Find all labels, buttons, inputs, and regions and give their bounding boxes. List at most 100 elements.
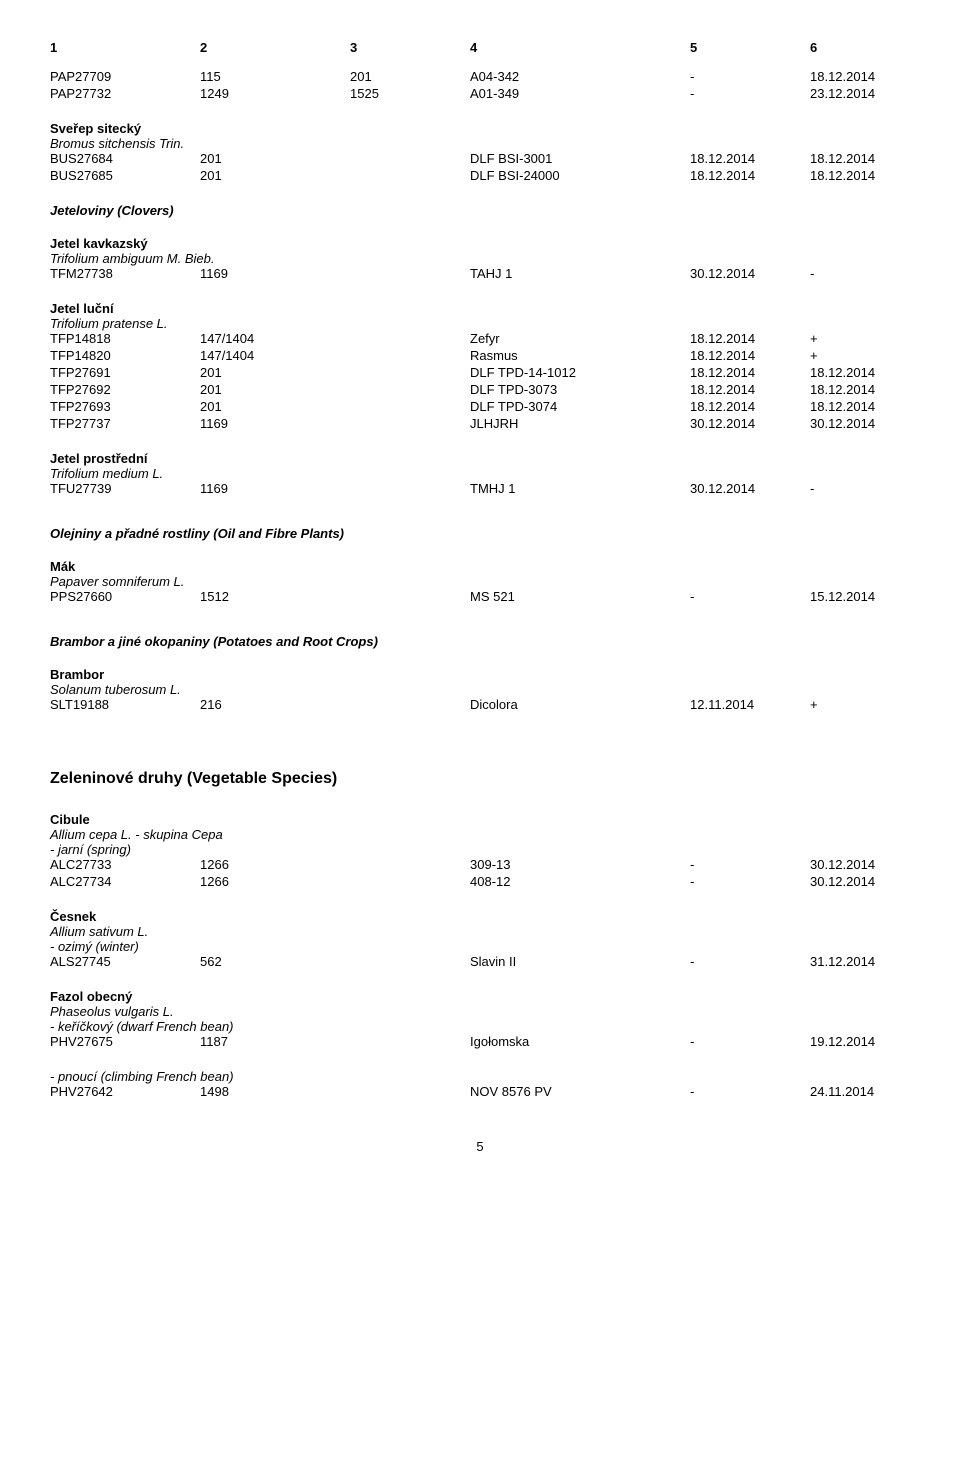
cibule-rows: ALC277331266309-13-30.12.2014ALC27734126… — [50, 857, 910, 889]
cell — [350, 589, 470, 604]
table-row: BUS27684201DLF BSI-300118.12.201418.12.2… — [50, 151, 910, 166]
cell: TFP27737 — [50, 416, 200, 431]
table-row: PHV276751187Igołomska-19.12.2014 — [50, 1034, 910, 1049]
cell: TFP14818 — [50, 331, 200, 346]
cell: 18.12.2014 — [690, 151, 810, 166]
cell — [350, 331, 470, 346]
cell: ALS27745 — [50, 954, 200, 969]
mak-rows: PPS276601512MS 521-15.12.2014 — [50, 589, 910, 604]
table-row: TFP27692201DLF TPD-307318.12.201418.12.2… — [50, 382, 910, 397]
lucni-latin: Trifolium pratense L. — [50, 316, 910, 331]
fazol-latin: Phaseolus vulgaris L. — [50, 1004, 910, 1019]
table-row: TFM277381169TAHJ 130.12.2014- — [50, 266, 910, 281]
cell: ALC27734 — [50, 874, 200, 889]
cell: NOV 8576 PV — [470, 1084, 690, 1099]
cell: 12.11.2014 — [690, 697, 810, 712]
kavkaz-latin: Trifolium ambiguum M. Bieb. — [50, 251, 910, 266]
table-row: ALS27745562Slavin II-31.12.2014 — [50, 954, 910, 969]
cell: 147/1404 — [200, 331, 350, 346]
cell: A01-349 — [470, 86, 690, 101]
cell: 30.12.2014 — [810, 416, 910, 431]
cell: 1187 — [200, 1034, 350, 1049]
cell — [350, 382, 470, 397]
cell: - — [810, 481, 910, 496]
cell: 216 — [200, 697, 350, 712]
cell: 147/1404 — [200, 348, 350, 363]
cell: 1525 — [350, 86, 470, 101]
fazol-title: Fazol obecný — [50, 989, 910, 1004]
cell — [350, 416, 470, 431]
cesnek-title: Česnek — [50, 909, 910, 924]
cell: 1169 — [200, 481, 350, 496]
cell: A04-342 — [470, 69, 690, 84]
brambor-section-heading: Brambor a jiné okopaniny (Potatoes and R… — [50, 634, 910, 649]
cell: - — [690, 86, 810, 101]
cell: DLF BSI-3001 — [470, 151, 690, 166]
cell: 18.12.2014 — [690, 331, 810, 346]
lucni-rows: TFP14818147/1404Zefyr18.12.2014+TFP14820… — [50, 331, 910, 431]
cell: + — [810, 331, 910, 346]
cell: 18.12.2014 — [810, 365, 910, 380]
brambor-latin: Solanum tuberosum L. — [50, 682, 910, 697]
table-row: PAP2773212491525A01-349-23.12.2014 — [50, 86, 910, 101]
cell: 30.12.2014 — [690, 481, 810, 496]
cell: 18.12.2014 — [690, 365, 810, 380]
cell: - — [690, 857, 810, 872]
cell — [350, 365, 470, 380]
cell: 30.12.2014 — [810, 874, 910, 889]
cell: 1512 — [200, 589, 350, 604]
kavkaz-title: Jetel kavkazský — [50, 236, 910, 251]
cell: 18.12.2014 — [690, 348, 810, 363]
cell: Rasmus — [470, 348, 690, 363]
cibule-latin: Allium cepa L. - skupina Cepa — [50, 827, 910, 842]
cell — [350, 399, 470, 414]
cell: 1249 — [200, 86, 350, 101]
cell: - — [690, 1084, 810, 1099]
cell: TFP27692 — [50, 382, 200, 397]
cell: 18.12.2014 — [690, 168, 810, 183]
cell: - — [690, 874, 810, 889]
fazol2-rows: PHV276421498NOV 8576 PV-24.11.2014 — [50, 1084, 910, 1099]
table-row: SLT19188216Dicolora12.11.2014+ — [50, 697, 910, 712]
cell — [350, 954, 470, 969]
col-2: 2 — [200, 40, 350, 55]
cell: 19.12.2014 — [810, 1034, 910, 1049]
cell: TFU27739 — [50, 481, 200, 496]
cell: TFP14820 — [50, 348, 200, 363]
table-row: PAP27709115201A04-342-18.12.2014 — [50, 69, 910, 84]
page-number: 5 — [50, 1139, 910, 1154]
table-row: TFP27693201DLF TPD-307418.12.201418.12.2… — [50, 399, 910, 414]
cell — [350, 266, 470, 281]
cell: 18.12.2014 — [810, 69, 910, 84]
cell: 24.11.2014 — [810, 1084, 910, 1099]
cell: + — [810, 697, 910, 712]
cell: 30.12.2014 — [810, 857, 910, 872]
fazol-note: - keříčkový (dwarf French bean) — [50, 1019, 910, 1034]
fazol-rows: PHV276751187Igołomska-19.12.2014 — [50, 1034, 910, 1049]
cell: - — [690, 69, 810, 84]
table-row: ALC277341266 408-12-30.12.2014 — [50, 874, 910, 889]
table-row: PHV276421498NOV 8576 PV-24.11.2014 — [50, 1084, 910, 1099]
cell: 1266 — [200, 874, 350, 889]
cell: 1498 — [200, 1084, 350, 1099]
table-row: BUS27685201DLF BSI-2400018.12.201418.12.… — [50, 168, 910, 183]
cesnek-latin: Allium sativum L. — [50, 924, 910, 939]
cell: 18.12.2014 — [690, 399, 810, 414]
cell: 201 — [200, 382, 350, 397]
fazol2-note: - pnoucí (climbing French bean) — [50, 1069, 910, 1084]
cesnek-note: - ozimý (winter) — [50, 939, 910, 954]
table-row: TFU277391169TMHJ 130.12.2014- — [50, 481, 910, 496]
cell — [350, 481, 470, 496]
cell: 201 — [200, 168, 350, 183]
col-6: 6 — [810, 40, 910, 55]
zeleninove-text: Zeleninové druhy (Vegetable Species) — [50, 770, 337, 787]
brambor-title: Brambor — [50, 667, 910, 682]
cell: 408-12 — [470, 874, 690, 889]
mak-title: Mák — [50, 559, 910, 574]
cell: 18.12.2014 — [810, 168, 910, 183]
cell: DLF TPD-14-1012 — [470, 365, 690, 380]
cell: 18.12.2014 — [810, 151, 910, 166]
kavkaz-rows: TFM277381169TAHJ 130.12.2014- — [50, 266, 910, 281]
cell: 201 — [200, 365, 350, 380]
cell: 18.12.2014 — [810, 399, 910, 414]
